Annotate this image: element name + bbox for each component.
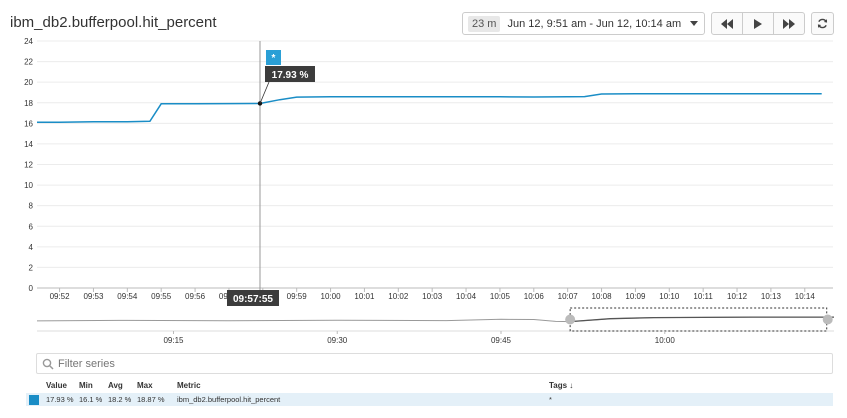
refresh-icon	[817, 18, 828, 29]
tooltip-leader	[259, 81, 270, 104]
x-tick-label: 10:00	[321, 292, 342, 301]
y-tick-label: 6	[29, 222, 34, 231]
fast-forward-button[interactable]	[774, 13, 804, 34]
series-table-header: Value Min Avg Max Metric Tags ↓	[0, 381, 847, 393]
x-tick-label: 10:06	[524, 292, 545, 301]
column-max[interactable]: Max	[137, 381, 153, 390]
search-icon	[42, 358, 54, 370]
y-tick-label: 10	[24, 181, 33, 190]
column-avg[interactable]: Avg	[108, 381, 123, 390]
column-tags[interactable]: Tags ↓	[549, 381, 574, 390]
x-tick-label: 09:56	[185, 292, 206, 301]
navigator-selection	[569, 307, 828, 332]
chevron-down-icon[interactable]	[690, 21, 698, 26]
row-max: 18.87 %	[137, 395, 165, 404]
x-tick-label: 10:12	[727, 292, 748, 301]
series-color-swatch	[29, 395, 39, 405]
x-tick-label: 10:10	[659, 292, 680, 301]
time-navigation	[711, 12, 805, 35]
page-title: ibm_db2.bufferpool.hit_percent	[10, 14, 217, 31]
tooltip-marker-box	[265, 50, 281, 65]
y-tick-label: 24	[24, 37, 33, 46]
hover-time-box	[226, 290, 279, 306]
x-tick-label: 09:52	[50, 292, 71, 301]
navigator-selected-line	[570, 316, 834, 323]
play-icon	[754, 18, 762, 29]
y-tick-label: 4	[29, 243, 34, 252]
time-range-selector[interactable]: 23 m Jun 12, 9:51 am - Jun 12, 10:14 am	[462, 12, 705, 35]
filter-series-field[interactable]	[36, 353, 833, 374]
hover-time-label: 09:57:55	[233, 294, 273, 305]
x-tick-label: 09:53	[83, 292, 104, 301]
navigator-tick-label: 09:30	[327, 336, 348, 345]
duration-badge: 23 m	[468, 15, 501, 32]
x-tick-label: 10:07	[558, 292, 579, 301]
navigator-tick-label: 09:15	[163, 336, 184, 345]
column-metric[interactable]: Metric	[177, 381, 201, 390]
series-line	[37, 93, 822, 124]
fast-forward-icon	[783, 18, 795, 29]
y-tick-label: 18	[24, 99, 33, 108]
x-tick-label: 10:08	[592, 292, 613, 301]
row-metric: ibm_db2.bufferpool.hit_percent	[177, 395, 281, 404]
x-tick-label: 10:09	[625, 292, 646, 301]
x-tick-label: 10:11	[693, 292, 713, 301]
x-tick-label: 10:05	[490, 292, 511, 301]
x-tick-label: 09:59	[287, 292, 308, 301]
y-tick-label: 8	[29, 202, 34, 211]
x-tick-label: 10:02	[388, 292, 409, 301]
play-button[interactable]	[743, 13, 774, 34]
rewind-icon	[721, 18, 733, 29]
x-tick-label: 10:01	[354, 292, 375, 301]
y-tick-label: 12	[24, 161, 33, 170]
tooltip-value: 17.93 %	[272, 70, 309, 81]
navigator-tick-label: 09:45	[491, 336, 512, 345]
x-tick-label: 09:55	[151, 292, 172, 301]
tooltip-marker: *	[272, 53, 276, 64]
row-tags: *	[549, 395, 552, 404]
x-tick-label: 09:54	[117, 292, 138, 301]
navigator-handle-left[interactable]	[565, 314, 576, 325]
row-value: 17.93 %	[46, 395, 74, 404]
tooltip-value-box	[264, 66, 315, 82]
y-tick-label: 2	[29, 263, 34, 272]
row-avg: 18.2 %	[108, 395, 132, 404]
y-tick-label: 20	[24, 78, 33, 87]
time-range-text: Jun 12, 9:51 am - Jun 12, 10:14 am	[507, 17, 682, 30]
y-tick-label: 16	[24, 119, 33, 128]
y-tick-label: 14	[24, 140, 33, 149]
refresh-button[interactable]	[811, 12, 834, 35]
filter-series-input[interactable]	[58, 357, 758, 370]
navigator-handle-right[interactable]	[822, 314, 833, 325]
x-tick-label: 10:03	[422, 292, 443, 301]
x-tick-label: 10:14	[795, 292, 816, 301]
table-row[interactable]: 17.93 % 16.1 % 18.2 % 18.87 % ibm_db2.bu…	[26, 393, 833, 406]
column-value[interactable]: Value	[46, 381, 67, 390]
navigator-tick-label: 10:00	[655, 336, 676, 345]
x-tick-label: 10:04	[456, 292, 477, 301]
y-tick-label: 22	[24, 58, 33, 67]
rewind-button[interactable]	[712, 13, 743, 34]
y-tick-label: 0	[29, 284, 34, 293]
row-min: 16.1 %	[79, 395, 103, 404]
column-min[interactable]: Min	[79, 381, 93, 390]
x-tick-label: 10:13	[761, 292, 782, 301]
